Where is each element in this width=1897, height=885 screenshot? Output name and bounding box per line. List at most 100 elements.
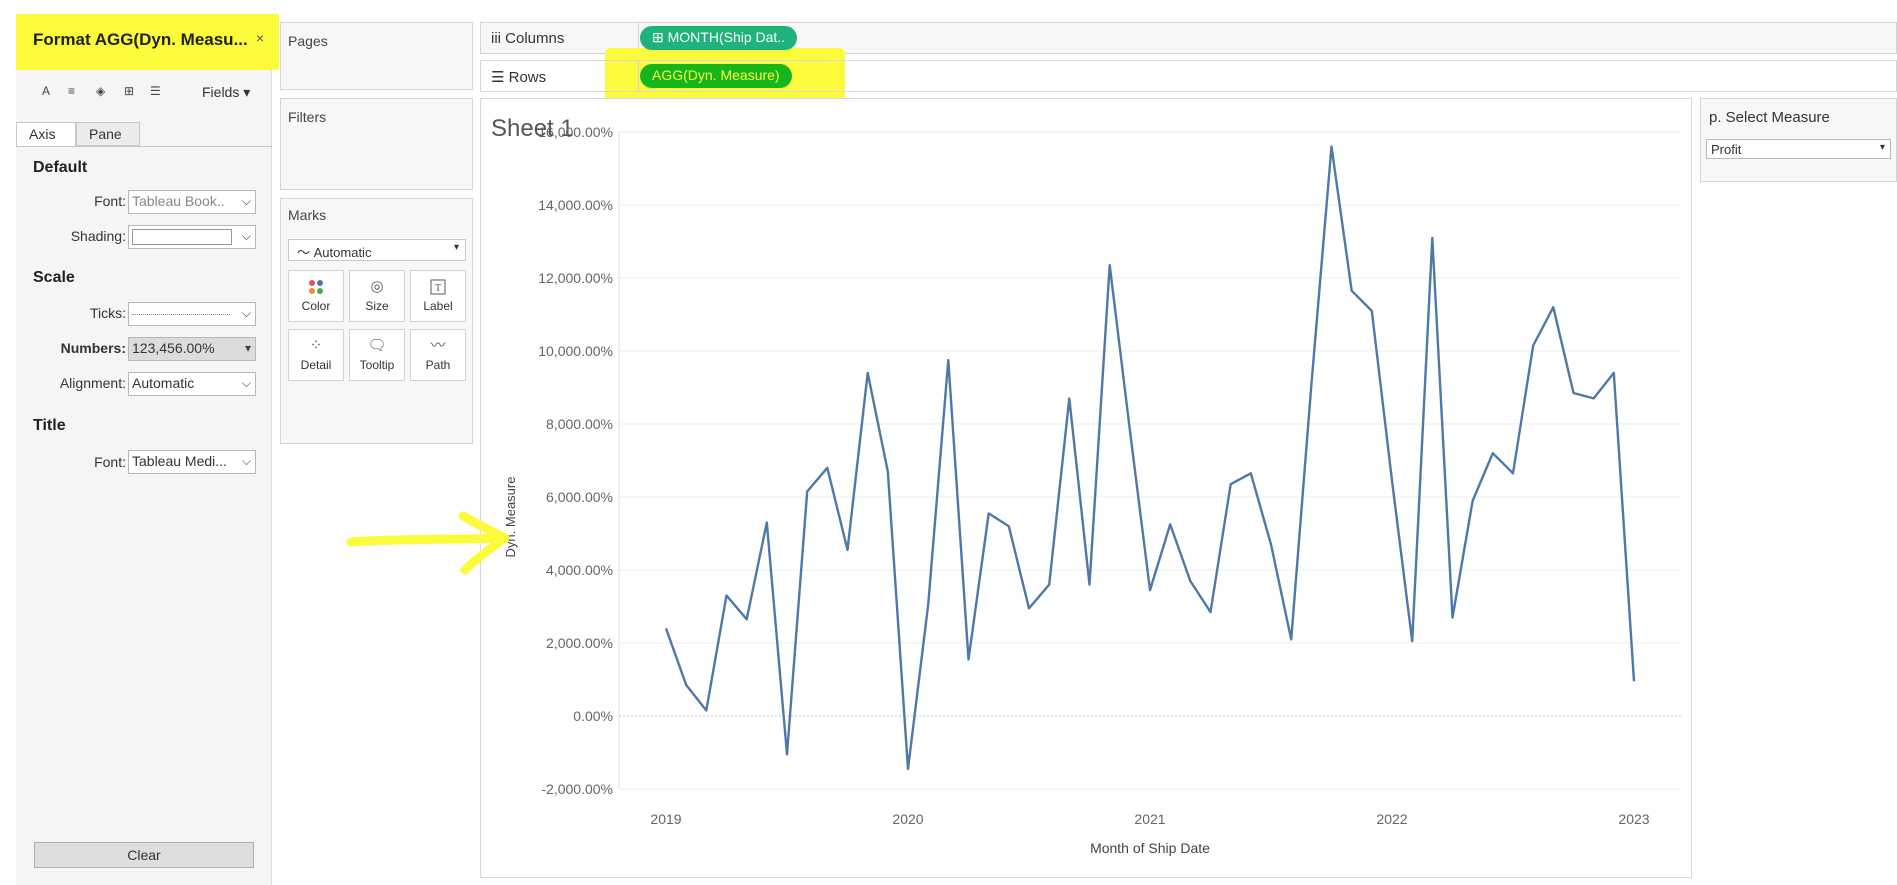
label-icon: T [411,279,465,295]
rows-shelf[interactable]: ☰ Rows [480,60,1897,92]
ticks-select[interactable]: ⌵ [128,302,256,326]
mark-type-select[interactable]: 〜 Automatic ▾ [288,239,466,261]
x-axis-title: Month of Ship Date [1090,840,1210,856]
x-tick-label: 2020 [892,811,923,827]
svg-text:T: T [435,283,441,294]
format-alignment-icon[interactable]: ≡ [68,84,76,98]
chevron-down-icon: ⌵ [241,194,251,208]
color-icon [289,279,343,295]
alignment-select[interactable]: Automatic ⌵ [128,372,256,396]
format-borders-icon[interactable]: ⊞ [124,84,135,98]
shelf-divider [638,61,639,91]
y-tick-label: 10,000.00% [538,343,613,359]
expand-icon: ⊞ [652,29,664,45]
x-tick-label: 2019 [650,811,681,827]
annotation-arrow [346,511,510,575]
format-pane: Format AGG(Dyn. Measu... × A ≡ ◈ ⊞ ☰ Fie… [16,14,279,885]
caret-down-icon: ▾ [1879,142,1885,153]
columns-label: iii Columns [491,30,565,47]
path-button[interactable]: 〰 Path [410,329,466,381]
scale-heading: Scale [33,269,75,286]
ticks-label: Ticks: [89,305,126,321]
marks-card: Marks 〜 Automatic ▾ Color ◎ Size T Label… [280,198,473,444]
path-icon: 〰 [430,337,446,354]
y-tick-label: 14,000.00% [538,197,613,213]
size-label: Size [365,299,389,313]
x-tick-label: 2023 [1618,811,1649,827]
chevron-down-icon: ⌵ [241,306,251,320]
alignment-label: Alignment: [59,375,126,391]
sheet-view: Sheet 1 16,000.00% 14,000.00% 12,000.00% 10… [480,98,1692,878]
format-pane-title: Format AGG(Dyn. Measu... [33,30,248,49]
numbers-label: Numbers: [60,340,126,356]
title-font-value: Tableau Medi... [132,453,227,469]
chevron-down-icon: ⌵ [241,229,251,243]
default-font-select[interactable]: Tableau Book.. ⌵ [128,190,256,214]
title-font-label: Font: [94,454,126,470]
format-title-bar: Format AGG(Dyn. Measu... × [16,14,279,70]
y-tick-label: 16,000.00% [538,124,613,140]
detail-button[interactable]: ⁘ Detail [288,329,344,381]
alignment-value: Automatic [132,375,195,391]
chevron-down-icon: ⌵ [241,454,251,468]
line-mark-icon: 〜 [297,245,311,260]
color-button[interactable]: Color [288,270,344,322]
numbers-select[interactable]: 123,456.00% ▾ [128,337,256,361]
y-tick-label: 0.00% [573,708,613,724]
color-label: Color [301,299,331,313]
parameter-select[interactable]: Profit ▾ [1706,139,1891,159]
ticks-value [132,313,230,315]
tab-pane[interactable]: Pane [76,122,140,146]
y-tick-label: -2,000.00% [541,781,613,797]
y-tick-label: 12,000.00% [538,270,613,286]
numbers-value: 123,456.00% [132,340,215,356]
sheet-title: Sheet 1 [491,115,574,142]
rows-label: ☰ Rows [491,69,547,86]
shading-select[interactable]: ⌵ [128,225,256,249]
format-shading-icon[interactable]: ◈ [96,84,106,98]
marks-title: Marks [288,207,327,223]
clear-button[interactable]: Clear [34,842,254,868]
x-tick-label: 2021 [1134,811,1165,827]
pages-title: Pages [288,33,328,49]
x-tick-label: 2022 [1376,811,1407,827]
format-lines-icon[interactable]: ☰ [150,84,161,98]
detail-label: Detail [300,358,332,372]
tooltip-icon: 🗨 [367,337,387,354]
shelf-divider [638,23,639,53]
tooltip-button[interactable]: 🗨 Tooltip [349,329,405,381]
size-button[interactable]: ◎ Size [349,270,405,322]
filters-card[interactable]: Filters [280,98,473,190]
mark-type-value: Automatic [313,245,372,260]
close-icon[interactable]: × [256,30,265,46]
path-label: Path [425,358,451,372]
rows-icon: ☰ [491,69,505,86]
pages-card[interactable]: Pages [280,22,473,90]
y-tick-label: 4,000.00% [546,562,613,578]
filters-title: Filters [288,109,327,125]
shading-label: Shading: [70,228,126,244]
parameter-card: p. Select Measure Profit ▾ [1700,98,1897,182]
tab-axis[interactable]: Axis [16,122,76,146]
label-button[interactable]: T Label [410,270,466,322]
parameter-title: p. Select Measure [1709,109,1830,126]
line-chart[interactable]: 16,000.00% 14,000.00% 12,000.00% 10,000.00%… [481,99,1693,879]
title-heading: Title [33,417,66,434]
caret-down-icon: ▾ [453,242,459,253]
detail-icon: ⁘ [309,337,323,354]
y-tick-label: 6,000.00% [546,489,613,505]
columns-icon: iii [491,30,501,47]
size-icon: ◎ [370,278,384,295]
title-font-select[interactable]: Tableau Medi... ⌵ [128,450,256,474]
fields-dropdown[interactable]: Fields ▾ [202,84,251,100]
label-label: Label [423,299,453,313]
format-font-icon[interactable]: A [42,84,51,98]
y-tick-label: 8,000.00% [546,416,613,432]
caret-down-icon: ▾ [244,341,251,355]
tab-divider [16,146,272,147]
parameter-value: Profit [1711,142,1742,157]
columns-pill[interactable]: ⊞ MONTH(Ship Dat.. [640,26,798,50]
series-line [664,145,1636,771]
chevron-down-icon: ⌵ [241,376,251,390]
rows-pill[interactable]: AGG(Dyn. Measure) [640,64,792,88]
